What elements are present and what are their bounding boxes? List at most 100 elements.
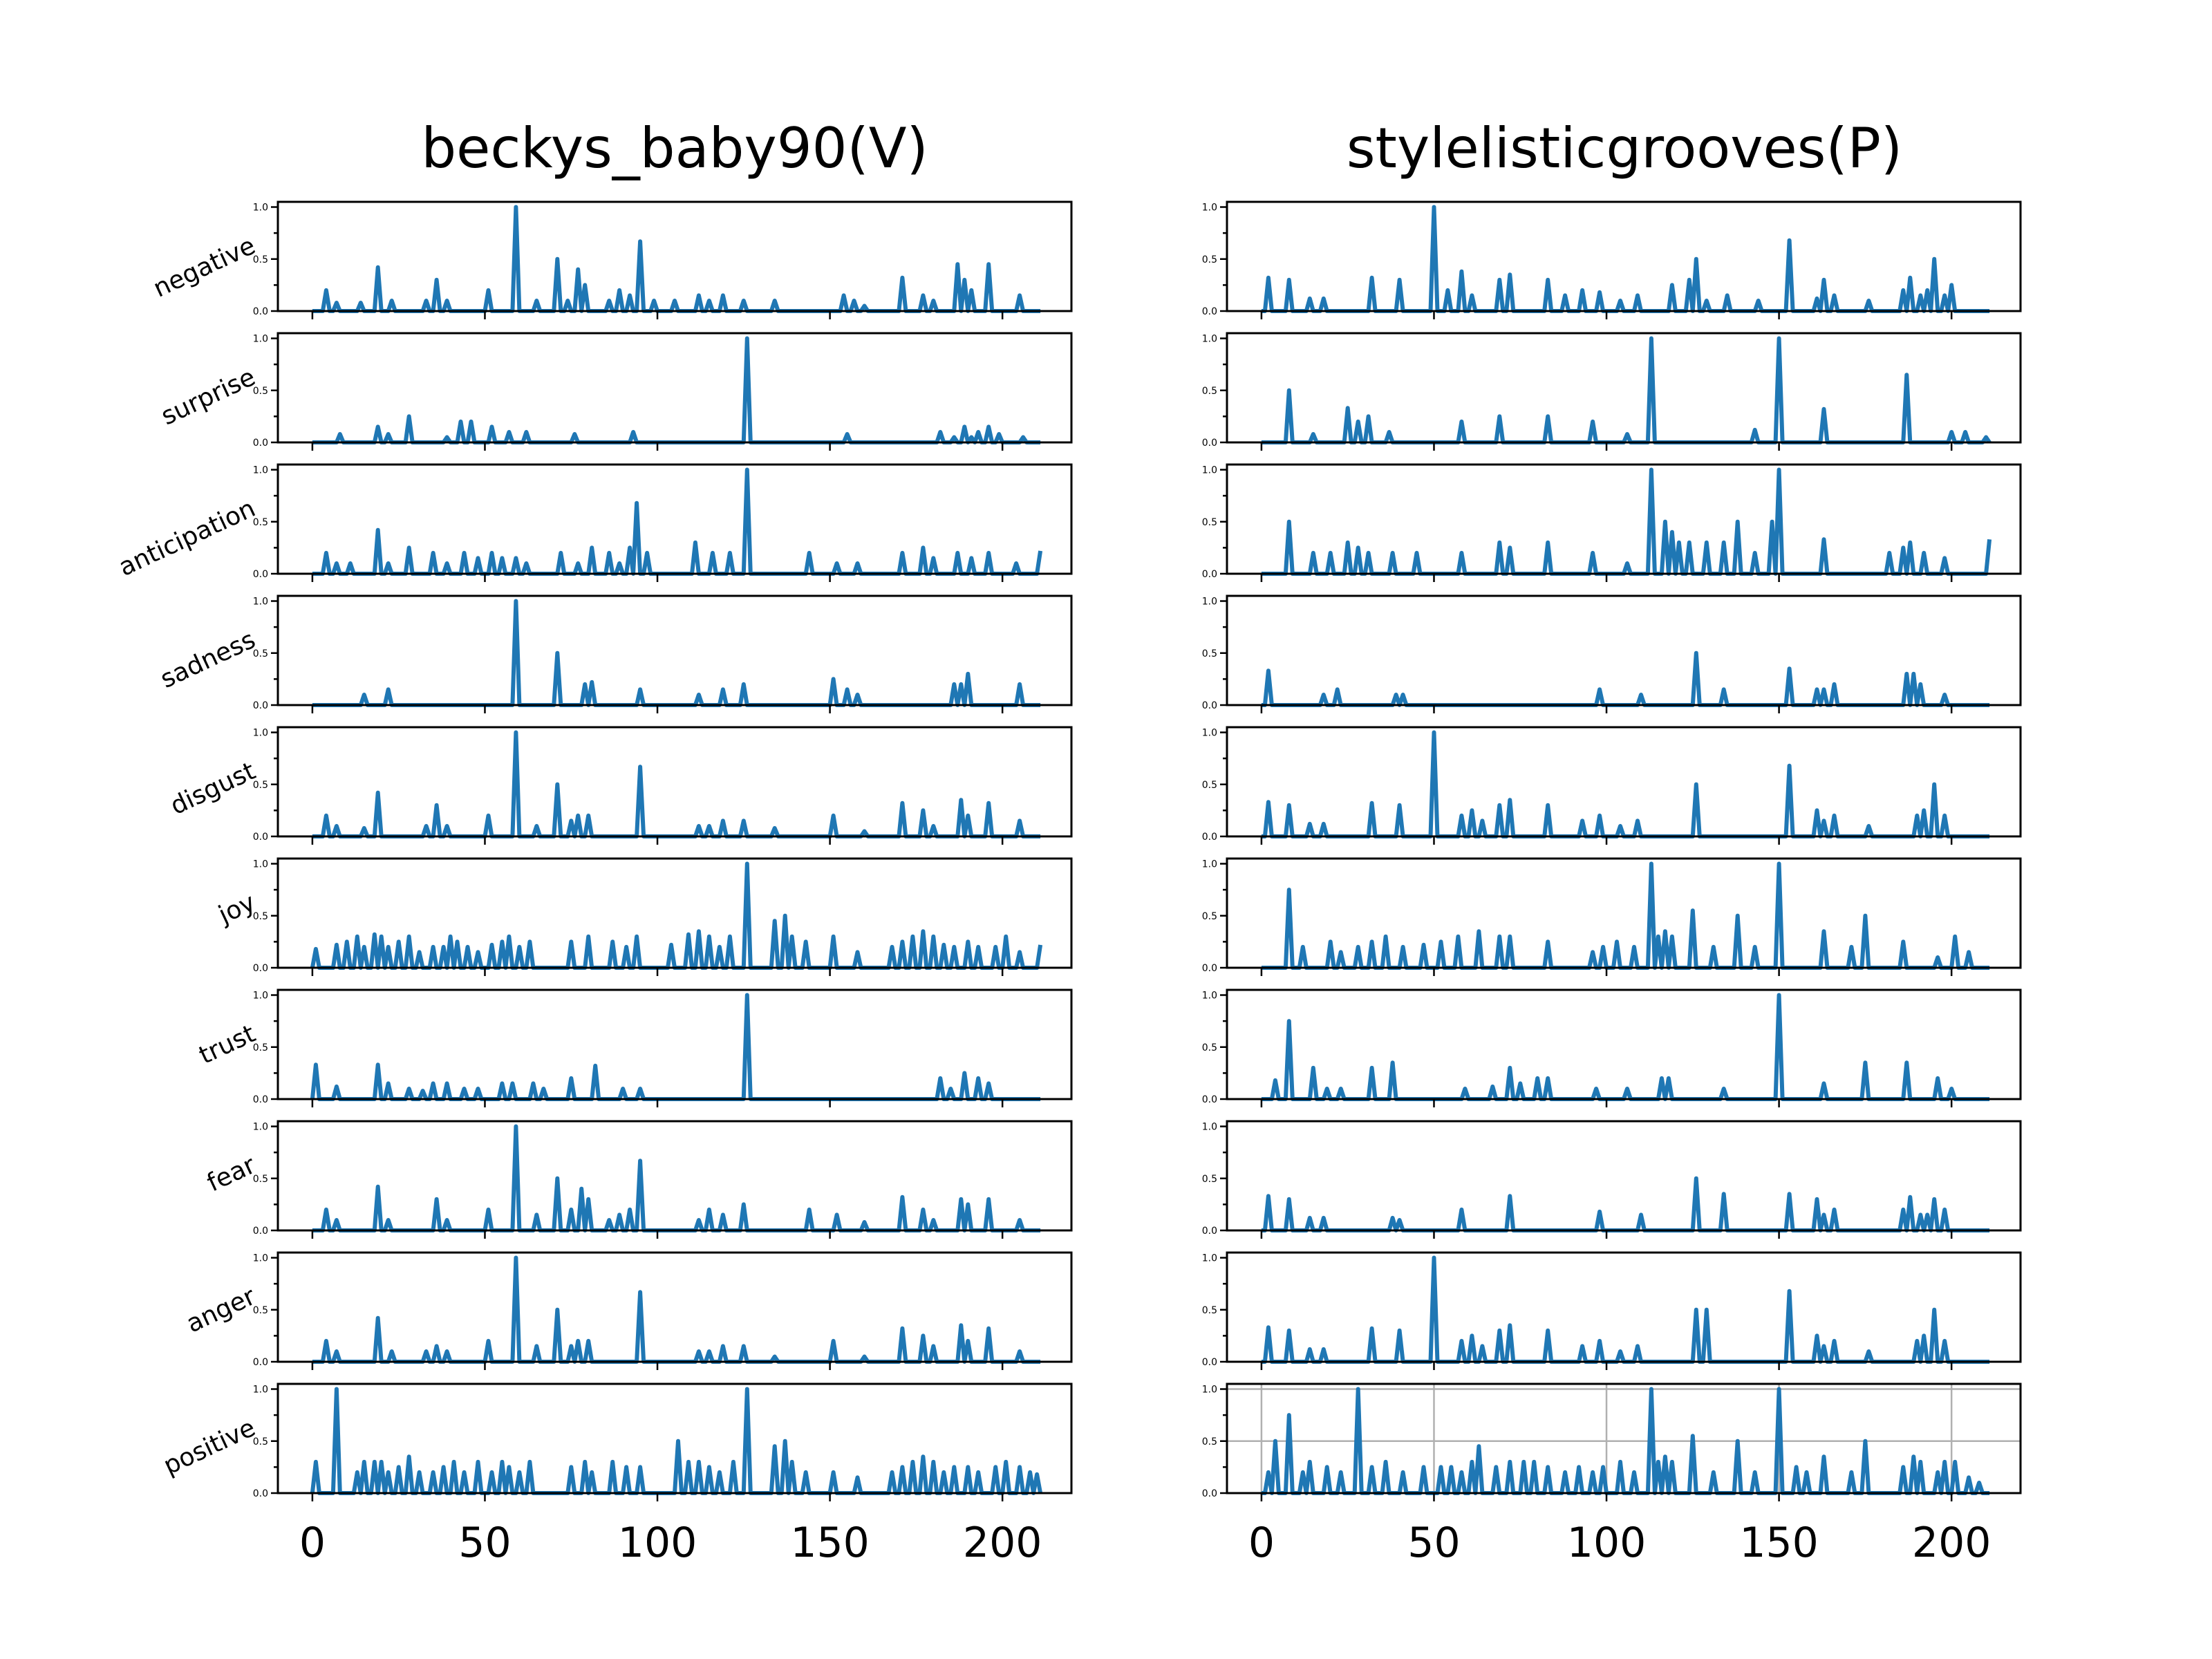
row-label-sadness: sadness [156,626,260,694]
axes-frame [1226,200,2022,312]
ytick-label: 0.5 [253,386,268,397]
ytick-label: 1.0 [1202,1253,1217,1264]
row-label-anticipation: anticipation [115,494,260,582]
ytick-label: 0.5 [253,1436,268,1447]
series-line [1261,1176,1990,1232]
ytick-label: 0.0 [253,1094,268,1105]
axes-frame [276,988,1073,1100]
subplot-sadness-right: 0.0 0.5 1.0 [1202,594,2022,713]
xtick-label: 200 [963,1519,1042,1567]
series-line [312,730,1041,838]
ytick-label: 1.0 [253,465,268,476]
subplot-joy-right: 0.0 0.5 1.0 [1202,857,2022,976]
subplot-anger-right: 0.0 0.5 1.0 [1202,1251,2022,1370]
xtick-label: 0 [299,1519,326,1567]
ytick-label: 1.0 [1202,1122,1217,1133]
ytick-label: 1.0 [1202,991,1217,1002]
row-label-disgust: disgust [167,757,260,821]
ytick-label: 0.5 [1202,1305,1217,1316]
ytick-label: 1.0 [1202,859,1217,870]
axes-frame [276,726,1073,838]
ytick-label: 1.0 [253,728,268,739]
axes-frame [276,200,1073,312]
subplot-negative-left: 0.0 0.5 1.0 negative [149,200,1073,319]
row-label-fear: fear [203,1151,260,1198]
ytick-label: 0.5 [253,648,268,659]
subplot-disgust-right: 0.0 0.5 1.0 [1202,726,2022,845]
ytick-label: 1.0 [253,597,268,608]
ytick-label: 0.5 [253,517,268,528]
xtick-label: 150 [1739,1519,1819,1567]
axes-frame [1226,726,2022,838]
axes-frame [1226,332,2022,444]
ytick-label: 0.5 [1202,1436,1217,1447]
row-label-negative: negative [149,232,260,303]
axes-frame [1226,988,2022,1100]
ytick-label: 0.0 [253,700,268,711]
ytick-label: 0.5 [253,1042,268,1053]
ytick-label: 0.0 [1202,700,1217,711]
ytick-label: 1.0 [253,334,268,345]
ytick-label: 1.0 [1202,203,1217,214]
ytick-label: 0.0 [253,1226,268,1237]
subplot-negative-right: 0.0 0.5 1.0 [1202,200,2022,319]
ytick-label: 0.0 [1202,832,1217,843]
ytick-label: 1.0 [1202,597,1217,608]
ytick-label: 0.5 [1202,911,1217,922]
column-title-right: stylelisticgrooves(P) [1347,116,1902,180]
ytick-label: 0.0 [1202,306,1217,317]
ytick-label: 0.0 [253,1357,268,1368]
axes-frame [276,857,1073,969]
ytick-label: 1.0 [1202,465,1217,476]
ytick-label: 0.0 [1202,1488,1217,1499]
axes-frame [276,463,1073,575]
axes-frame [1226,1251,2022,1363]
ytick-label: 0.5 [253,1174,268,1185]
ytick-label: 0.5 [253,1305,268,1316]
ytick-label: 0.5 [253,911,268,922]
ytick-label: 0.5 [1202,1042,1217,1053]
series-line [1261,467,1992,576]
ytick-label: 0.5 [1202,517,1217,528]
ytick-label: 1.0 [1202,1385,1217,1396]
xtick-label: 150 [790,1519,870,1567]
ytick-label: 1.0 [253,1253,268,1264]
ytick-label: 1.0 [1202,334,1217,345]
series-line [1261,730,1990,838]
ytick-label: 0.0 [253,569,268,580]
ytick-label: 0.0 [253,1488,268,1499]
axes-frame [276,1251,1073,1363]
axes-frame [276,1382,1073,1494]
ytick-label: 0.5 [253,254,268,265]
ytick-label: 0.0 [253,306,268,317]
subplot-disgust-left: 0.0 0.5 1.0 disgust [167,726,1073,845]
ytick-label: 0.0 [1202,569,1217,580]
subplot-positive-right: 0.0 0.5 1.0 0 50 100 150 200 [1202,1382,2022,1567]
ytick-label: 0.0 [1202,1226,1217,1237]
series-line [310,861,1043,970]
row-label-trust: trust [195,1020,260,1070]
series-line [312,205,1041,313]
series-line [312,467,1043,576]
axes-frame [1226,1120,2022,1232]
series-line [1261,650,1990,707]
ytick-label: 0.0 [1202,963,1217,974]
xtick-label: 200 [1912,1519,1991,1567]
ytick-label: 0.5 [1202,386,1217,397]
ytick-label: 0.0 [253,963,268,974]
series-line [1261,861,1990,970]
ytick-label: 0.5 [253,780,268,791]
xtick-label: 0 [1248,1519,1275,1567]
axes-frame [276,594,1073,706]
row-label-positive: positive [159,1414,259,1481]
series-line [1261,205,1990,313]
row-label-anger: anger [182,1282,260,1338]
axes-frame [1226,857,2022,969]
subplot-grid: 0.0 0.5 1.0 negative 0.0 0.5 1.0 surprise 0.0 0.5… [115,200,2022,1567]
ytick-label: 0.5 [1202,1174,1217,1185]
ytick-label: 0.0 [1202,1357,1217,1368]
subplot-anticipation-left: 0.0 0.5 1.0 anticipation [115,463,1073,582]
ytick-label: 0.0 [253,832,268,843]
series-line [312,599,1041,707]
series-line [310,1387,1043,1495]
